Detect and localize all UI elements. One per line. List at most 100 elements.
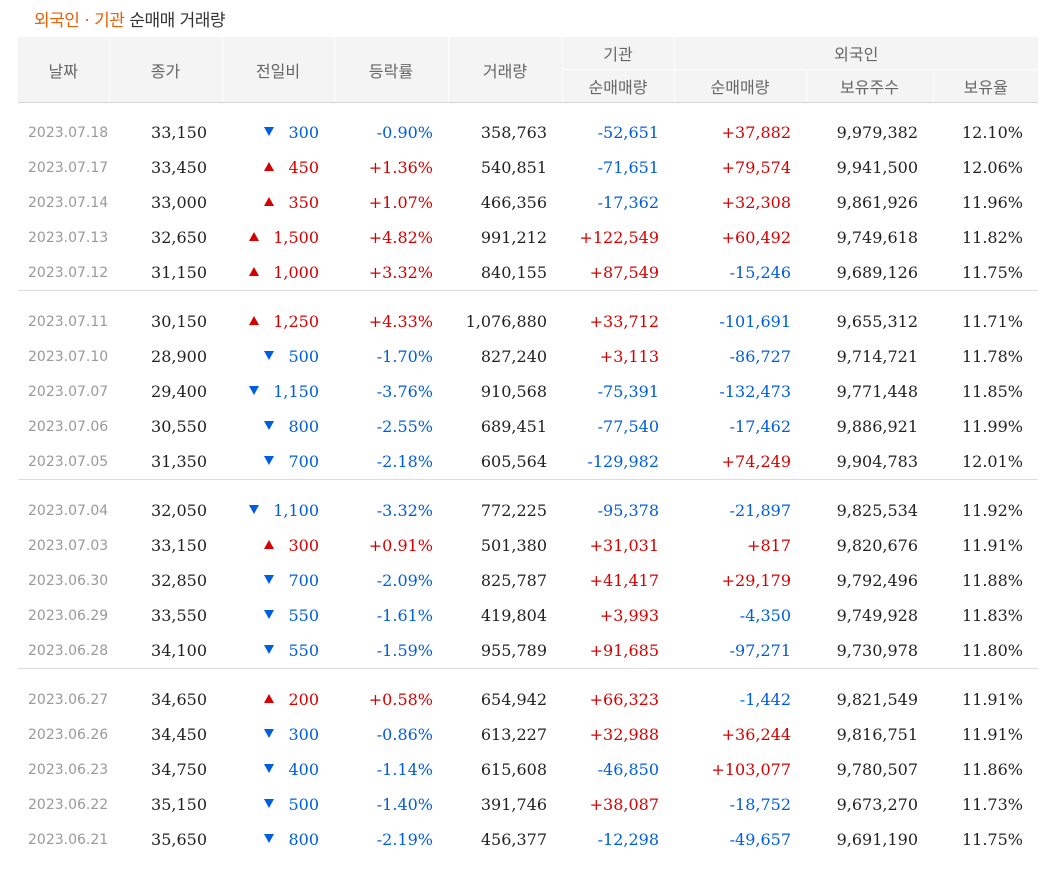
foreign-net-cell: +36,244 <box>721 725 791 744</box>
close-cell: 34,450 <box>151 725 207 744</box>
volume-cell: 840,155 <box>480 263 547 282</box>
holdings-cell: 9,904,783 <box>836 452 918 471</box>
change-cell: 1,250 <box>222 304 334 339</box>
rate-cell: -1.61% <box>376 606 433 625</box>
date-cell: 2023.06.29 <box>28 607 109 624</box>
foreign-net-cell: +74,249 <box>721 452 791 471</box>
close-cell: 33,550 <box>151 606 207 625</box>
change-value: 1,100 <box>273 501 319 520</box>
table-body: 2023.07.18 33,150 300 -0.90% 358,763 -52,651 +… <box>18 103 1038 858</box>
arrow-down-icon <box>264 610 275 619</box>
table-row: 2023.07.10 28,900 500 -1.70% 827,240 +3,113 -8… <box>18 339 1038 374</box>
rate-cell: -0.86% <box>376 725 433 744</box>
arrow-down-icon <box>264 645 275 654</box>
institution-net-cell: +3,993 <box>599 606 659 625</box>
table-row: 2023.07.05 31,350 700 -2.18% 605,564 -129,982… <box>18 444 1038 480</box>
header-ratio: 보유율 <box>932 69 1038 103</box>
header-volume: 거래량 <box>447 37 562 103</box>
ratio-cell: 11.85% <box>961 382 1023 401</box>
rate-cell: +4.82% <box>368 228 433 247</box>
date-cell: 2023.06.26 <box>28 726 109 743</box>
arrow-down-icon <box>249 386 260 395</box>
change-cell: 400 <box>222 752 334 787</box>
change-value: 300 <box>288 725 319 744</box>
change-value: 1,500 <box>273 228 319 247</box>
header-close: 종가 <box>108 37 222 103</box>
volume-cell: 613,227 <box>480 725 547 744</box>
date-cell: 2023.07.12 <box>28 264 109 281</box>
change-value: 300 <box>288 536 319 555</box>
rate-cell: -2.09% <box>376 571 433 590</box>
change-cell: 450 <box>222 150 334 185</box>
close-cell: 35,150 <box>151 795 207 814</box>
change-value: 700 <box>288 571 319 590</box>
table-row: 2023.06.26 34,450 300 -0.86% 613,227 +32,988 +… <box>18 717 1038 752</box>
date-cell: 2023.06.22 <box>28 796 109 813</box>
change-cell: 300 <box>222 528 334 563</box>
change-cell: 500 <box>222 787 334 822</box>
change-cell: 700 <box>222 563 334 598</box>
change-value: 550 <box>288 641 319 660</box>
change-value: 400 <box>288 760 319 779</box>
rate-cell: -1.70% <box>376 347 433 366</box>
title-accent: 외국인 · 기관 <box>34 11 125 31</box>
institution-net-cell: -52,651 <box>597 123 659 142</box>
rate-cell: -1.40% <box>376 795 433 814</box>
change-value: 200 <box>288 690 319 709</box>
foreign-net-cell: -17,462 <box>729 417 791 436</box>
institution-net-cell: -75,391 <box>597 382 659 401</box>
holdings-cell: 9,941,500 <box>836 158 918 177</box>
arrow-down-icon <box>264 834 275 843</box>
holdings-cell: 9,820,676 <box>836 536 918 555</box>
arrow-down-icon <box>264 575 275 584</box>
table-row: 2023.07.03 33,150 300 +0.91% 501,380 +31,031 +… <box>18 528 1038 563</box>
date-cell: 2023.06.28 <box>28 642 109 659</box>
arrow-up-icon <box>249 232 260 241</box>
close-cell: 30,550 <box>151 417 207 436</box>
ratio-cell: 12.10% <box>961 123 1023 142</box>
table-row: 2023.07.17 33,450 450 +1.36% 540,851 -71,651 +… <box>18 150 1038 185</box>
date-cell: 2023.07.06 <box>28 418 109 435</box>
institution-net-cell: +66,323 <box>589 690 659 709</box>
close-cell: 32,650 <box>151 228 207 247</box>
table-row: 2023.07.13 32,650 1,500 +4.82% 991,212 +122,5… <box>18 220 1038 255</box>
header-institution-group: 기관 <box>561 37 674 70</box>
ratio-cell: 11.91% <box>961 536 1023 555</box>
table-row: 2023.06.22 35,150 500 -1.40% 391,746 +38,087 -… <box>18 787 1038 822</box>
holdings-cell: 9,673,270 <box>836 795 918 814</box>
volume-cell: 501,380 <box>480 536 547 555</box>
change-cell: 1,500 <box>222 220 334 255</box>
date-cell: 2023.07.07 <box>28 383 109 400</box>
change-value: 450 <box>288 158 319 177</box>
change-cell: 1,000 <box>222 255 334 291</box>
change-value: 700 <box>288 452 319 471</box>
holdings-cell: 9,691,190 <box>836 830 918 849</box>
ratio-cell: 11.91% <box>961 690 1023 709</box>
institution-net-cell: +3,113 <box>599 347 659 366</box>
ratio-cell: 11.99% <box>961 417 1023 436</box>
table-row: 2023.06.29 33,550 550 -1.61% 419,804 +3,993 -4… <box>18 598 1038 633</box>
rate-cell: -2.55% <box>376 417 433 436</box>
holdings-cell: 9,816,751 <box>836 725 918 744</box>
rate-cell: -1.14% <box>376 760 433 779</box>
section-title: 외국인 · 기관 순매매 거래량 <box>34 6 226 31</box>
ratio-cell: 11.78% <box>961 347 1023 366</box>
institution-net-cell: -71,651 <box>597 158 659 177</box>
close-cell: 33,150 <box>151 536 207 555</box>
change-value: 300 <box>288 123 319 142</box>
foreign-net-cell: -4,350 <box>739 606 791 625</box>
foreign-net-cell: -21,897 <box>729 501 791 520</box>
volume-cell: 615,608 <box>480 760 547 779</box>
volume-cell: 910,568 <box>480 382 547 401</box>
arrow-down-icon <box>264 729 275 738</box>
table-row: 2023.07.14 33,000 350 +1.07% 466,356 -17,362 +… <box>18 185 1038 220</box>
institution-net-cell: +31,031 <box>589 536 659 555</box>
table-row: 2023.07.04 32,050 1,100 -3.32% 772,225 -95,37… <box>18 493 1038 528</box>
change-cell: 800 <box>222 822 334 857</box>
holdings-cell: 9,749,618 <box>836 228 918 247</box>
holdings-cell: 9,821,549 <box>836 690 918 709</box>
change-value: 550 <box>288 606 319 625</box>
foreign-net-cell: -97,271 <box>729 641 791 660</box>
table-row: 2023.07.11 30,150 1,250 +4.33% 1,076,880 +33,… <box>18 304 1038 339</box>
volume-cell: 654,942 <box>480 690 547 709</box>
